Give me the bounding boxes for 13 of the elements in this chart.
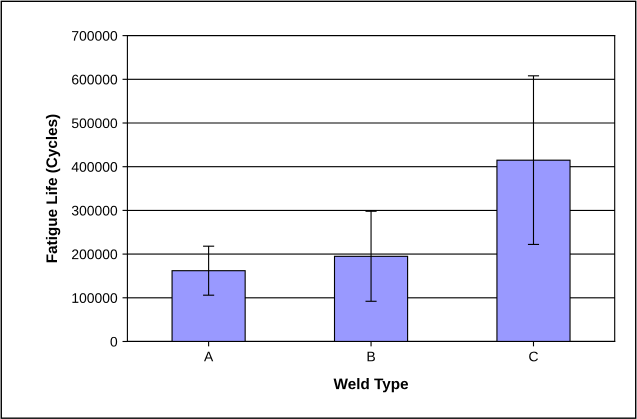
y-tick-label: 700000 xyxy=(72,30,118,41)
y-tick-label: 0 xyxy=(110,336,118,347)
y-tick-label: 500000 xyxy=(72,118,118,128)
y-tick-label: 600000 xyxy=(72,74,118,84)
y-tick-label: 100000 xyxy=(72,293,118,303)
y-tick-label: 400000 xyxy=(72,162,118,172)
x-tick-label: A xyxy=(204,352,214,362)
y-tick-label: 300000 xyxy=(72,206,118,216)
y-axis-title: Fatigue Life (Cycles) xyxy=(46,114,60,262)
y-tick-label: 200000 xyxy=(72,249,118,260)
x-tick-label: B xyxy=(368,352,375,362)
x-tick-label: C xyxy=(529,352,538,362)
x-axis-title: Weld Type xyxy=(334,378,408,392)
